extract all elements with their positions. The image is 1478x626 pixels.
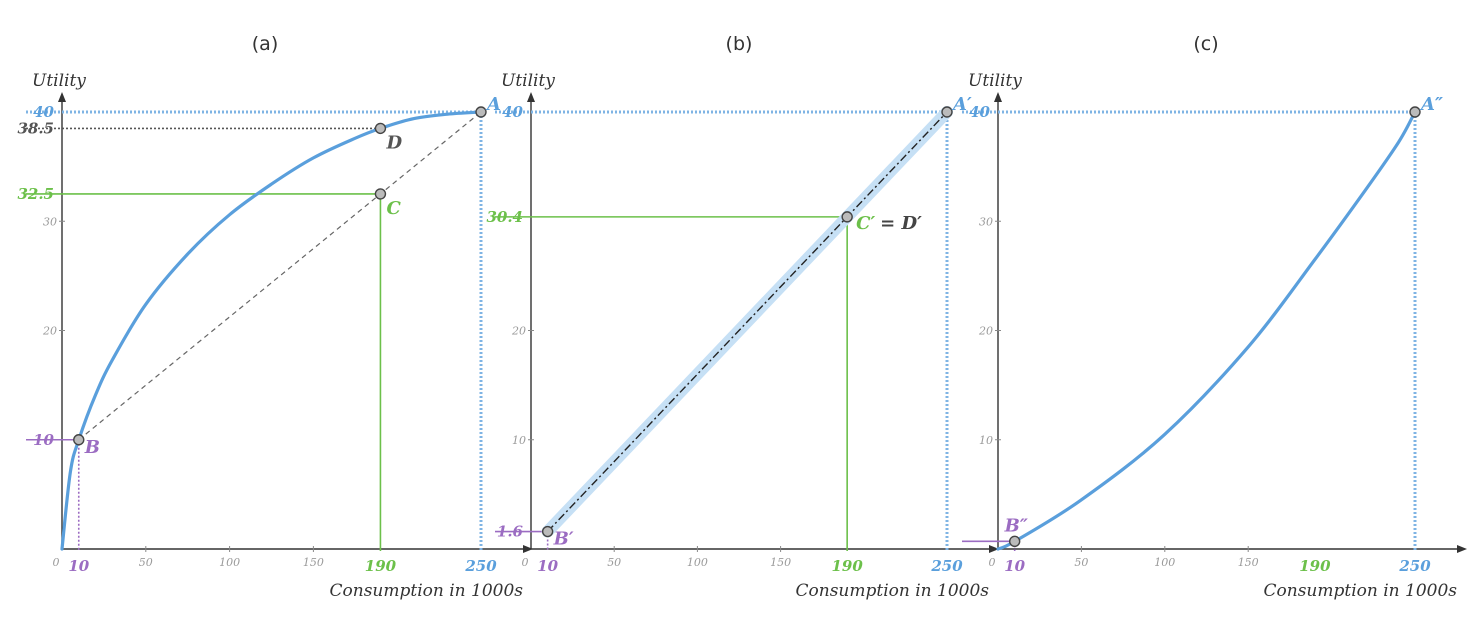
point-A [475,106,487,118]
key-x-tick-190: 190 [365,557,397,575]
point-label-B′: B′ [553,529,574,550]
y-tick-label: 30 [979,215,993,228]
key-y-tick-40: 40 [502,103,523,121]
x-tick-label: 0 [989,556,996,569]
key-x-tick-250: 250 [1398,557,1431,575]
x-tick-label: 100 [1154,556,1175,569]
key-x-tick-10: 10 [1004,557,1025,575]
x-axis-arrow [989,545,999,553]
key-x-tick-190: 190 [1299,557,1331,575]
y-axis-title: Utility [968,71,1022,91]
x-tick-label: 100 [687,556,708,569]
chart-panel-3: (c) Utility Consumption in 1000s 0 50 100 150 1… [962,33,1467,601]
y-axis-title: Utility [32,71,86,91]
x-tick-label: 0 [53,556,60,569]
point-label-A: A [485,94,501,115]
chord-dashed-line [78,111,482,441]
point-A′ [941,106,953,118]
y-tick-label: 20 [511,325,526,338]
utility-curve [60,110,483,551]
y-tick-label: 20 [978,325,993,338]
point-label-D: D [385,132,402,153]
x-tick-label: 0 [522,556,529,569]
point-label-C: C [386,198,401,219]
point-D [374,122,387,135]
point-C′ [841,211,853,223]
point-B″ [1008,535,1021,548]
panel-label: (b) [726,33,753,55]
key-y-tick-30.4: 30.4 [486,208,523,226]
point-label-C′: C′ [856,213,875,234]
y-axis-arrow [527,92,535,102]
x-axis-title: Consumption in 1000s [1264,581,1458,601]
utility-curve [996,110,1417,551]
linear-utility-line [547,111,948,532]
x-axis-title: Consumption in 1000s [796,581,990,601]
y-tick-label: 10 [512,434,526,447]
y-tick-label: 10 [979,434,993,447]
key-y-tick-32.5: 32.5 [17,185,54,203]
y-axis-arrow [58,92,66,102]
point-B [73,434,85,446]
key-y-tick-38.5: 38.5 [17,119,54,137]
key-y-tick-40: 40 [969,103,990,121]
key-x-tick-190: 190 [832,557,864,575]
key-x-tick-10: 10 [537,557,558,575]
x-axis-arrow [523,545,533,553]
x-tick-label: 150 [770,556,791,569]
point-label-B: B [84,437,100,458]
point-label-A″: A″ [1419,94,1443,115]
key-y-tick-1.6: 1.6 [497,523,524,541]
x-tick-label: 50 [1074,556,1088,569]
y-axis-title: Utility [501,71,555,91]
x-tick-label: 150 [303,556,324,569]
x-axis-arrow [1457,545,1467,553]
y-tick-label: 30 [43,215,57,228]
point-C [374,188,387,200]
point-B′ [541,525,554,538]
point-label-A′: A′ [951,94,972,115]
key-y-tick-10: 10 [33,431,54,449]
x-tick-label: 50 [607,556,621,569]
key-x-tick-250: 250 [930,557,963,575]
key-x-tick-250: 250 [464,557,497,575]
key-y-tick-40: 40 [33,103,54,121]
x-tick-label: 150 [1238,556,1259,569]
point-label-suffix: = D′ [880,213,922,234]
panel-label: (c) [1193,33,1218,55]
x-tick-label: 50 [139,556,153,569]
y-axis-arrow [994,92,1002,102]
panel-label: (a) [252,33,278,55]
key-x-tick-10: 10 [68,557,89,575]
point-A″ [1409,106,1421,118]
x-axis-title: Consumption in 1000s [330,581,524,601]
x-tick-label: 100 [219,556,240,569]
y-tick-label: 20 [42,325,57,338]
point-label-B″: B″ [1004,515,1028,536]
